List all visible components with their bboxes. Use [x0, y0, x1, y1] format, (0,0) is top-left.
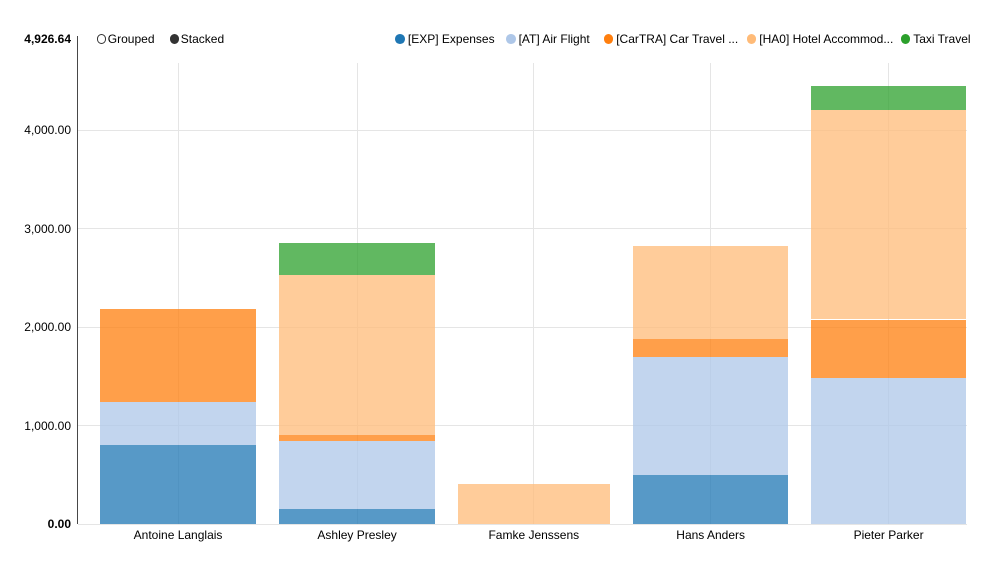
- y-gridline: [77, 129, 967, 131]
- x-gridline: [177, 63, 179, 524]
- y-gridline: [77, 425, 967, 427]
- bar-segment[interactable]: [632, 356, 789, 475]
- chart-mode-grouped-radio[interactable]: Grouped: [96, 31, 155, 47]
- y-axis-line: [76, 36, 79, 524]
- x-axis-category-label: Pieter Parker: [853, 528, 924, 542]
- bar-segment[interactable]: [279, 275, 436, 436]
- legend-series-dot-icon: [603, 34, 614, 45]
- legend-series-label: Taxi Travel: [913, 31, 971, 46]
- chart-mode-label: Stacked: [180, 31, 225, 46]
- bar-segment[interactable]: [632, 339, 789, 357]
- x-gridline: [533, 63, 535, 524]
- bar-segment[interactable]: [279, 440, 436, 510]
- bar-segment[interactable]: [632, 245, 789, 340]
- y-gridline: [77, 228, 967, 230]
- bar-segment[interactable]: [811, 86, 967, 110]
- legend-item[interactable]: Taxi Travel: [900, 31, 971, 47]
- chart-mode-stacked-radio[interactable]: Stacked: [169, 31, 225, 47]
- x-axis-category-label: Famke Jenssens: [488, 528, 580, 542]
- legend-item[interactable]: [HA0] Hotel Accommod...: [746, 31, 894, 47]
- bar-segment[interactable]: [632, 474, 789, 524]
- bar-segment[interactable]: [811, 109, 967, 320]
- legend-series-label: [AT] Air Flight: [518, 31, 590, 46]
- radio-selected-icon: [169, 34, 180, 45]
- y-axis-tick-label: 4,926.64: [24, 32, 71, 47]
- chart-mode-label: Grouped: [107, 31, 155, 46]
- bar-segment[interactable]: [457, 484, 610, 524]
- legend-series-dot-icon: [395, 34, 406, 45]
- legend-item[interactable]: [EXP] Expenses: [395, 31, 495, 47]
- legend-series-dot-icon: [746, 34, 757, 45]
- y-gridline: [77, 523, 967, 525]
- x-axis-category-label: Ashley Presley: [317, 528, 397, 542]
- legend-series-label: [CarTRA] Car Travel ...: [616, 31, 739, 46]
- bar-segment[interactable]: [100, 444, 257, 524]
- bar-segment[interactable]: [811, 377, 967, 524]
- y-gridline: [77, 326, 967, 328]
- bar-segment[interactable]: [811, 319, 967, 378]
- y-axis-tick-label: 4,000.00: [24, 123, 71, 138]
- y-axis-tick-label: 3,000.00: [24, 221, 71, 236]
- legend-series-dot-icon: [900, 34, 911, 45]
- y-axis-tick-label: 1,000.00: [24, 418, 71, 433]
- legend-series-label: [EXP] Expenses: [407, 31, 495, 46]
- bar-segment[interactable]: [279, 242, 436, 276]
- radio-unselected-icon: [96, 34, 107, 45]
- bar-segment[interactable]: [279, 435, 436, 441]
- y-axis-tick-label: 0.00: [47, 517, 71, 531]
- legend-series-label: [HA0] Hotel Accommod...: [759, 31, 894, 46]
- y-axis-tick-label: 2,000.00: [24, 320, 71, 335]
- x-axis-category-label: Hans Anders: [676, 528, 745, 542]
- legend-item[interactable]: [AT] Air Flight: [506, 31, 590, 47]
- legend-series-dot-icon: [506, 34, 516, 45]
- legend-item[interactable]: [CarTRA] Car Travel ...: [603, 31, 739, 47]
- bar-segment[interactable]: [100, 402, 257, 445]
- bar-segment[interactable]: [100, 309, 257, 403]
- bar-segment[interactable]: [279, 509, 436, 524]
- x-axis-category-label: Antoine Langlais: [133, 528, 223, 542]
